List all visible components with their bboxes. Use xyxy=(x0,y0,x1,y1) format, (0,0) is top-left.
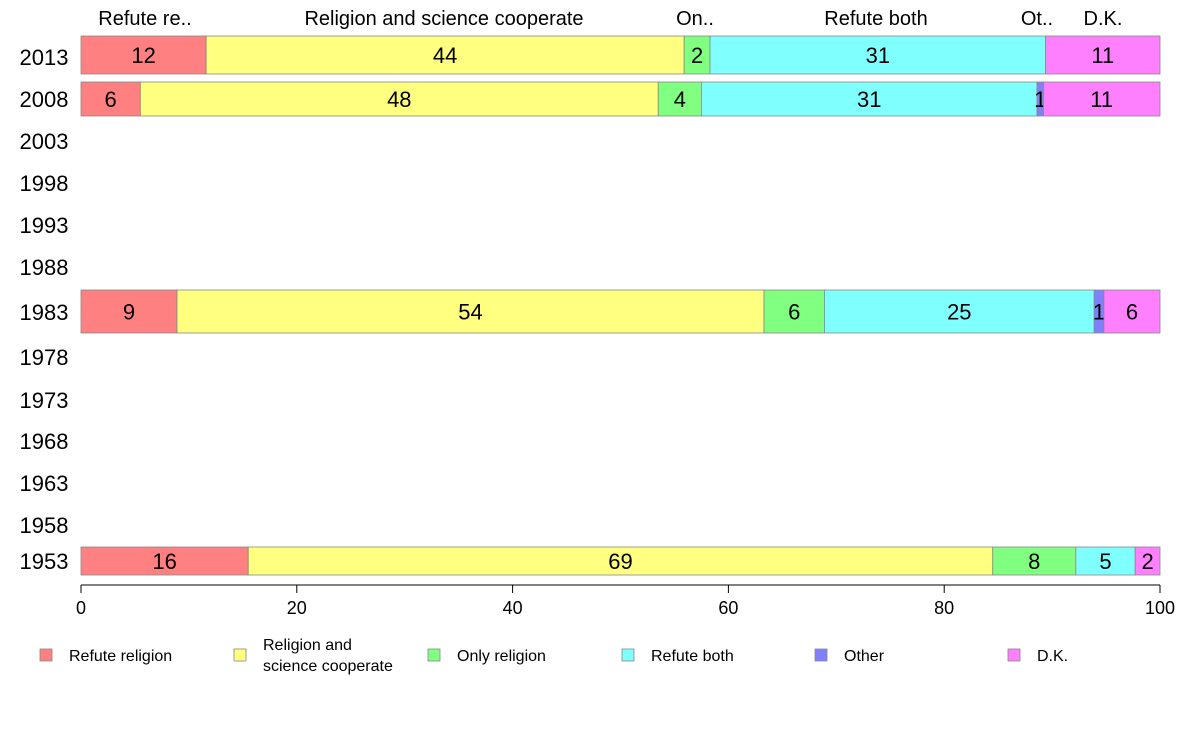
top-label-religion-and-science-cooperate: Religion and science cooperate xyxy=(304,8,583,30)
year-label-1993: 1993 xyxy=(20,213,69,238)
year-label-1978: 1978 xyxy=(20,345,69,370)
year-label-1988: 1988 xyxy=(20,255,69,280)
x-tick-label-100: 100 xyxy=(1145,598,1175,618)
bar-label-1983-d-k: 6 xyxy=(1126,300,1138,325)
year-label-2008: 2008 xyxy=(20,87,69,112)
year-label-1963: 1963 xyxy=(20,471,69,496)
bar-1953-religion-and-science-cooperate xyxy=(247,546,994,576)
top-label-other: Ot.. xyxy=(1021,8,1053,30)
bar-label-1983-refute-both: 25 xyxy=(947,300,971,325)
legend-label-only-religion: Only religion xyxy=(457,648,546,665)
bar-2013-refute-both xyxy=(709,35,1047,75)
year-label-1998: 1998 xyxy=(20,171,69,196)
bar-label-1953-religion-and-science-cooperate: 69 xyxy=(608,549,632,574)
bar-label-1983-only-religion: 6 xyxy=(788,300,800,325)
bar-label-2008-only-religion: 4 xyxy=(674,87,686,112)
bar-label-2008-refute-both: 31 xyxy=(857,87,881,112)
bar-label-2013-d-k: 11 xyxy=(1091,43,1114,68)
bar-1983-d-k xyxy=(1103,289,1161,334)
legend-label-other: Other xyxy=(844,648,885,665)
x-tick-label-40: 40 xyxy=(503,598,523,618)
bar-label-2008-refute-religion: 6 xyxy=(105,87,117,112)
top-label-d-k: D.K. xyxy=(1084,8,1123,30)
bar-label-2013-only-religion: 2 xyxy=(691,43,703,68)
bar-label-1953-only-religion: 8 xyxy=(1028,549,1040,574)
x-tick-label-80: 80 xyxy=(934,598,954,618)
legend-label-refute-both: Refute both xyxy=(651,648,734,665)
year-label-1958: 1958 xyxy=(20,513,69,538)
top-label-refute-religion: Refute re.. xyxy=(98,8,191,30)
bar-label-1983-religion-and-science-cooperate: 54 xyxy=(458,300,482,325)
legend-swatch-refute-both xyxy=(621,648,635,662)
x-tick-label-60: 60 xyxy=(718,598,738,618)
bar-label-1953-d-k: 2 xyxy=(1141,549,1153,574)
legend-label-d-k: D.K. xyxy=(1037,648,1068,665)
bar-label-1953-refute-both: 5 xyxy=(1099,549,1111,574)
bar-2013-d-k xyxy=(1045,35,1161,75)
legend-label-religion-and-science-cooperate: Religion and science cooperate xyxy=(263,637,393,675)
bar-label-2008-d-k: 11 xyxy=(1090,87,1113,112)
top-label-only-religion: On.. xyxy=(676,8,714,30)
bar-label-1983-other: 1 xyxy=(1093,300,1105,325)
legend-swatch-d-k xyxy=(1007,648,1021,662)
year-label-2013: 2013 xyxy=(20,45,69,70)
bar-1983-religion-and-science-cooperate xyxy=(176,289,765,334)
bar-label-2013-religion-and-science-cooperate: 44 xyxy=(433,43,457,68)
bar-1953-only-religion xyxy=(992,546,1077,576)
bar-2008-d-k xyxy=(1043,81,1161,117)
bar-1953-refute-religion xyxy=(80,546,249,576)
bar-2013-only-religion xyxy=(683,35,711,75)
year-label-1968: 1968 xyxy=(20,429,69,454)
bar-2008-only-religion xyxy=(657,81,702,117)
x-tick-label-20: 20 xyxy=(287,598,307,618)
bar-label-2008-religion-and-science-cooperate: 48 xyxy=(387,87,411,112)
legend-swatch-other xyxy=(814,648,828,662)
legend-label-refute-religion: Refute religion xyxy=(69,648,172,665)
bar-label-2013-refute-religion: 12 xyxy=(131,43,155,68)
bar-2008-refute-religion xyxy=(80,81,141,117)
legend-swatch-only-religion xyxy=(427,648,441,662)
bar-1983-refute-religion xyxy=(80,289,178,334)
bar-2013-refute-religion xyxy=(80,35,207,75)
bar-2008-religion-and-science-cooperate xyxy=(139,81,659,117)
bar-label-1953-refute-religion: 16 xyxy=(152,549,176,574)
top-label-refute-both: Refute both xyxy=(824,8,927,30)
legend-swatch-religion-and-science-cooperate xyxy=(233,648,247,662)
bar-1983-refute-both xyxy=(824,289,1095,334)
bar-label-2013-refute-both: 31 xyxy=(866,43,890,68)
year-label-1983: 1983 xyxy=(20,300,69,325)
year-label-2003: 2003 xyxy=(20,129,69,154)
bar-label-1983-refute-religion: 9 xyxy=(123,300,135,325)
bar-1953-d-k xyxy=(1134,546,1161,576)
x-tick-label-0: 0 xyxy=(76,598,86,618)
year-label-1953: 1953 xyxy=(20,549,69,574)
bar-2013-religion-and-science-cooperate xyxy=(205,35,685,75)
year-label-1973: 1973 xyxy=(20,388,69,413)
bar-1983-only-religion xyxy=(763,289,825,334)
bar-2008-refute-both xyxy=(701,81,1038,117)
legend-swatch-refute-religion xyxy=(39,648,53,662)
